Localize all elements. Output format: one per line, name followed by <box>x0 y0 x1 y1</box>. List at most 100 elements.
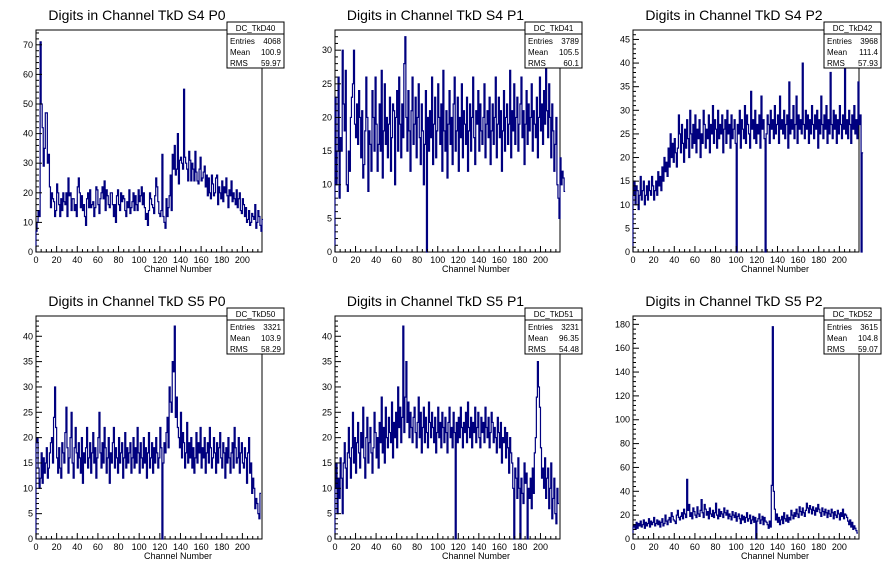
y-tick-label: 40 <box>23 331 33 341</box>
y-tick-label: 70 <box>23 40 33 50</box>
x-tick-label: 60 <box>690 255 700 265</box>
histogram-panel: Digits in Channel TkD S5 P00 20 40 60 80 100 1… <box>23 293 285 561</box>
x-tick-label: 20 <box>649 255 659 265</box>
histogram-line <box>632 53 864 253</box>
x-tick-label: 160 <box>791 542 806 552</box>
chart-title: Digits in Channel TkD S5 P0 <box>48 293 225 309</box>
y-tick-label: 0 <box>625 534 630 544</box>
stats-value: 96.35 <box>559 334 580 343</box>
y-tick-label: 0 <box>28 247 33 257</box>
x-tick-label: 120 <box>749 542 764 552</box>
x-tick-label: 20 <box>351 542 361 552</box>
stats-box <box>823 307 882 355</box>
x-tick-label: 20 <box>52 542 62 552</box>
y-tick-label: 50 <box>23 99 33 109</box>
chart-title: Digits in Channel TkD S5 P2 <box>645 293 822 309</box>
stats-value: 3968 <box>860 37 878 46</box>
stats-label: Entries <box>230 37 255 46</box>
chart-title: Digits in Channel TkD S4 P1 <box>347 7 524 23</box>
x-tick-label: 0 <box>33 542 38 552</box>
histogram-panel: Digits in Channel TkD S4 P20 20 40 60 80 100 1… <box>620 7 882 274</box>
x-tick-label: 200 <box>533 542 548 552</box>
y-tick-label: 40 <box>620 58 630 68</box>
x-tick-label: 180 <box>512 255 527 265</box>
stats-value: 54.48 <box>559 345 580 354</box>
x-axis-label: Channel Number <box>442 551 510 561</box>
y-tick-label: 30 <box>620 105 630 115</box>
stats-label: RMS <box>528 345 546 354</box>
histogram-line <box>334 325 559 540</box>
y-tick-label: 20 <box>322 112 332 122</box>
x-tick-label: 0 <box>630 542 635 552</box>
x-tick-label: 100 <box>132 255 147 265</box>
stats-label: RMS <box>528 59 546 68</box>
y-tick-label: 5 <box>327 509 332 519</box>
plot-frame <box>632 315 860 540</box>
x-tick-label: 0 <box>332 255 337 265</box>
y-tick-label: 40 <box>23 129 33 139</box>
y-tick-label: 35 <box>620 82 630 92</box>
y-tick-label: 0 <box>625 247 630 257</box>
plot-frame <box>632 29 860 253</box>
y-tick-label: 15 <box>322 458 332 468</box>
stats-name: DC_TkD50 <box>236 310 276 319</box>
stats-box <box>226 21 285 69</box>
stats-value: 60.1 <box>563 59 579 68</box>
x-axis-label: Channel Number <box>144 551 212 561</box>
stats-value: 3615 <box>860 323 878 332</box>
y-tick-label: 20 <box>23 188 33 198</box>
x-tick-label: 80 <box>412 255 422 265</box>
x-tick-label: 40 <box>669 542 679 552</box>
x-tick-label: 140 <box>471 542 486 552</box>
x-tick-label: 160 <box>194 542 209 552</box>
x-tick-label: 40 <box>371 542 381 552</box>
x-tick-label: 40 <box>669 255 679 265</box>
x-tick-label: 120 <box>451 255 466 265</box>
stats-value: 111.4 <box>859 48 878 57</box>
y-tick-label: 10 <box>23 217 33 227</box>
x-axis-label: Channel Number <box>442 264 510 274</box>
y-tick-label: 25 <box>23 407 33 417</box>
x-tick-label: 160 <box>492 542 507 552</box>
y-tick-label: 35 <box>23 357 33 367</box>
x-tick-label: 80 <box>114 542 124 552</box>
stats-box <box>226 307 285 355</box>
y-tick-label: 20 <box>620 153 630 163</box>
x-tick-label: 100 <box>729 542 744 552</box>
x-tick-label: 160 <box>492 255 507 265</box>
x-tick-label: 60 <box>93 255 103 265</box>
x-tick-label: 180 <box>512 542 527 552</box>
stats-label: Mean <box>528 48 548 57</box>
x-tick-label: 20 <box>351 255 361 265</box>
x-tick-label: 100 <box>729 255 744 265</box>
y-tick-label: 60 <box>23 69 33 79</box>
x-tick-label: 180 <box>811 542 826 552</box>
y-tick-label: 80 <box>620 439 630 449</box>
x-axis-label: Channel Number <box>741 551 809 561</box>
stats-value: 3231 <box>561 323 579 332</box>
y-tick-label: 120 <box>615 391 630 401</box>
x-tick-label: 160 <box>791 255 806 265</box>
x-tick-label: 120 <box>451 542 466 552</box>
y-tick-label: 15 <box>620 176 630 186</box>
x-tick-label: 180 <box>214 255 229 265</box>
x-tick-label: 80 <box>412 542 422 552</box>
y-tick-label: 20 <box>322 433 332 443</box>
y-tick-label: 140 <box>615 367 630 377</box>
stats-label: Entries <box>827 37 852 46</box>
stats-value: 59.07 <box>858 345 879 354</box>
x-tick-label: 140 <box>770 255 785 265</box>
y-tick-label: 30 <box>23 382 33 392</box>
x-tick-label: 140 <box>173 542 188 552</box>
y-tick-label: 0 <box>28 534 33 544</box>
x-tick-label: 200 <box>533 255 548 265</box>
stats-label: Entries <box>827 323 852 332</box>
y-tick-label: 60 <box>620 462 630 472</box>
stats-value: 3789 <box>561 37 579 46</box>
x-tick-label: 120 <box>152 542 167 552</box>
x-tick-label: 60 <box>392 542 402 552</box>
x-tick-label: 120 <box>152 255 167 265</box>
stats-label: Entries <box>230 323 255 332</box>
y-tick-label: 30 <box>23 158 33 168</box>
